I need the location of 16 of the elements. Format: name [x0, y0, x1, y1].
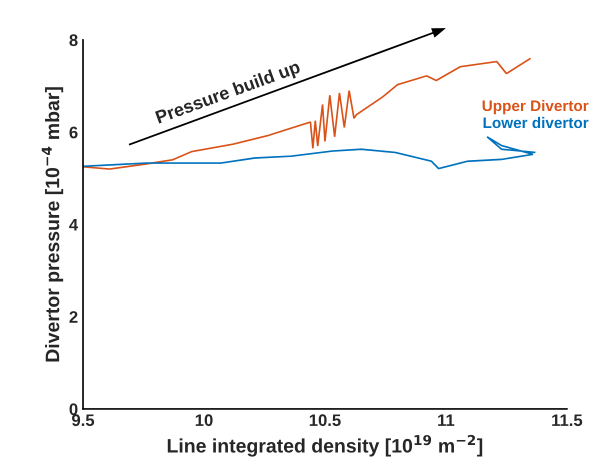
x-tick-label: 9.5: [72, 414, 94, 426]
line-series: [83, 58, 532, 170]
series-label: Lower divertor: [484, 116, 588, 128]
y-tick-label: 6: [70, 126, 78, 138]
y-tick-label: 4: [69, 219, 78, 230]
x-tick-label: 10: [196, 414, 213, 426]
x-tick-label: 11: [438, 414, 454, 426]
y-tick-label: 0: [70, 403, 78, 416]
text: Upper Divertor: [482, 100, 588, 114]
x-tick-label: 11.5: [552, 414, 582, 426]
y-tick-label: 8: [69, 34, 78, 46]
y-axis-title: Divertor pressure [10$^{−4}$ mbar]: [42, 87, 64, 362]
x-axis-title: Line integrated density [10$^{19}$ m$^{−2}$]: [168, 434, 482, 457]
y-tick-label: 2: [69, 311, 78, 323]
x-tick-label: 10.5: [310, 414, 341, 426]
line-series: [83, 136, 536, 170]
